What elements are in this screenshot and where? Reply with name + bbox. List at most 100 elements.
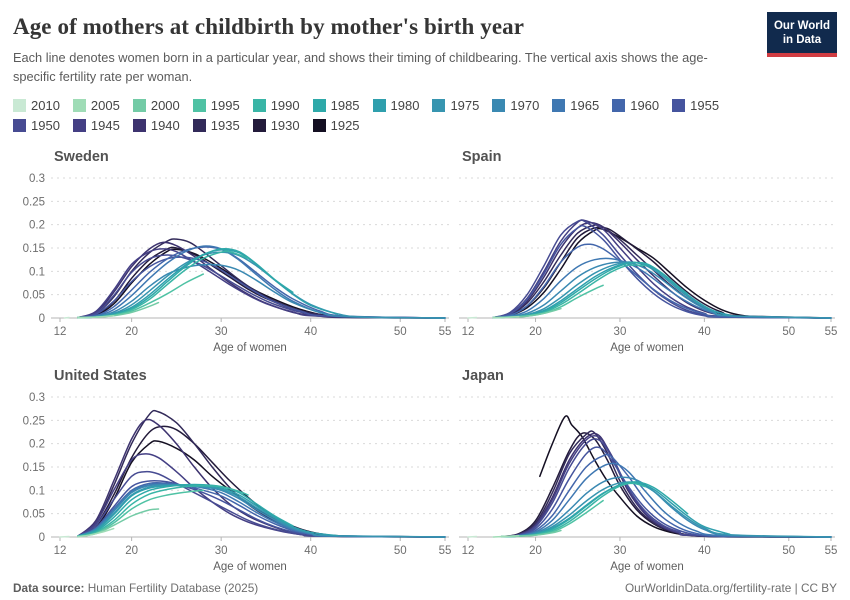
legend-year-label: 1965 xyxy=(570,97,600,113)
panel-title-united-states: United States xyxy=(54,367,147,384)
owid-logo-line2: in Data xyxy=(782,34,822,47)
x-tick-label: 12 xyxy=(54,326,67,338)
data-source-label: Data source: xyxy=(13,580,85,595)
chart-subtitle: Each line denotes women born in a partic… xyxy=(13,50,708,84)
x-tick-label: 55 xyxy=(439,326,451,338)
panel-spain: Spain 12 20 30 40 50 55 Age of women xyxy=(451,143,837,358)
series-spain-1955 xyxy=(492,224,832,319)
legend-year-label: 1925 xyxy=(330,117,360,133)
footer-separator: | xyxy=(791,580,801,595)
x-tick-label: 12 xyxy=(54,545,67,557)
y-tick-label: 0.2 xyxy=(29,219,45,231)
series-japan-2010 xyxy=(467,535,478,538)
legend-swatch xyxy=(252,98,266,112)
x-tick-label: 20 xyxy=(125,545,138,557)
attribution: OurWorldinData.org/fertility-rate | CC B… xyxy=(625,581,837,595)
legend-year-label: 1955 xyxy=(690,97,720,113)
x-tick-label: 40 xyxy=(698,326,711,338)
series-united-states-1950 xyxy=(77,470,446,538)
series-sweden-2005 xyxy=(77,314,115,318)
legend-swatch xyxy=(132,98,146,112)
x-tick-label: 40 xyxy=(304,326,317,338)
y-tick-label: 0.3 xyxy=(29,392,45,404)
owid-logo: Our World in Data xyxy=(766,12,837,57)
y-tick-label: 0 xyxy=(39,532,45,544)
legend-item-1990: 1990 xyxy=(252,98,300,112)
owid-url-link[interactable]: OurWorldinData.org/fertility-rate xyxy=(625,580,792,595)
y-tick-label: 0.1 xyxy=(29,485,45,497)
chart-header: Age of mothers at childbirth by mother's… xyxy=(13,12,837,86)
license-label: CC BY xyxy=(800,580,837,595)
legend-item-1935: 1935 xyxy=(192,117,240,133)
chart-sweden: 0 0.05 0.1 0.15 0.2 0.25 0.3 12 20 30 40 50 55 Age of… xyxy=(23,173,451,354)
x-axis: 12 20 30 40 50 55 xyxy=(462,317,837,338)
legend-year-label: 1950 xyxy=(31,117,60,133)
panel-japan: Japan 12 20 30 40 50 55 Age of women xyxy=(451,362,837,577)
series-spain-2005 xyxy=(492,315,520,319)
x-axis: 12 20 30 40 50 55 xyxy=(54,536,451,557)
legend-item-1940: 1940 xyxy=(132,118,180,132)
chart-united-states: 0 0.05 0.1 0.15 0.2 0.25 0.3 12 20 30 40 50 55 Age of… xyxy=(23,392,451,573)
legend-swatch xyxy=(252,118,266,132)
legend-item-1930: 1930 xyxy=(252,117,300,133)
panel-sweden: Sweden 0 0.05 0.1 0.15 0.2 0.25 0.3 12 20 30 40 50 55… xyxy=(13,143,451,358)
x-tick-label: 12 xyxy=(462,326,475,338)
x-tick-label: 50 xyxy=(782,545,795,557)
legend-swatch xyxy=(13,118,26,132)
gridlines xyxy=(459,177,835,319)
gridlines xyxy=(51,396,449,538)
legend-item-1980: 1980 xyxy=(372,97,420,113)
legend-item-2000: 2000 xyxy=(132,97,180,113)
legend-year-label: 1935 xyxy=(210,117,240,133)
legend-swatch xyxy=(552,98,566,112)
series-united-states-1930 xyxy=(77,425,446,538)
x-tick-label: 12 xyxy=(462,545,475,557)
x-tick-label: 20 xyxy=(125,326,138,338)
series-japan-1960 xyxy=(501,453,832,538)
y-tick-label: 0.25 xyxy=(23,196,45,208)
y-tick-label: 0.2 xyxy=(29,438,45,450)
legend-item-1970: 1970 xyxy=(492,98,539,112)
legend-swatch xyxy=(13,98,26,112)
legend-year-label: 2000 xyxy=(150,97,180,113)
series-spain-1950 xyxy=(492,219,832,319)
series-united-states-1975 xyxy=(77,484,446,538)
owid-logo-line1: Our World xyxy=(773,20,830,32)
legend-swatch xyxy=(672,98,686,112)
legend-item-1995: 1995 xyxy=(192,98,240,112)
legend-year-label: 1930 xyxy=(270,117,300,133)
x-tick-label: 50 xyxy=(394,545,407,557)
series-lines xyxy=(59,409,446,538)
legend-year-label: 1980 xyxy=(390,97,420,113)
y-tick-label: 0 xyxy=(39,313,45,325)
legend-item-1975: 1975 xyxy=(432,98,479,112)
page-title: Age of mothers at childbirth by mother's… xyxy=(13,14,525,39)
x-tick-label: 30 xyxy=(614,326,627,338)
legend-swatch xyxy=(192,118,206,132)
panel-united-states: United States 0 0.05 0.1 0.15 0.2 0.25 0.3 12 20 3… xyxy=(13,362,451,577)
series-sweden-2010 xyxy=(63,316,70,319)
series-united-states-1940 xyxy=(77,418,446,538)
legend: 2010 2005 2000 1995 1990 1985 1980 1975 1970 1965… xyxy=(13,97,785,139)
series-united-states-1990 xyxy=(77,484,249,537)
series-lines xyxy=(467,218,832,319)
legend-year-label: 2005 xyxy=(90,97,120,113)
legend-swatch xyxy=(312,118,326,132)
y-tick-label: 0.15 xyxy=(23,243,45,255)
series-japan-1970 xyxy=(501,476,832,538)
series-sweden-1960 xyxy=(77,246,446,319)
y-tick-label: 0.3 xyxy=(29,173,45,185)
legend-swatch xyxy=(372,98,386,112)
y-tick-label: 0.05 xyxy=(23,289,45,301)
x-tick-label: 30 xyxy=(614,545,627,557)
series-sweden-1950 xyxy=(77,253,446,319)
series-japan-1955 xyxy=(501,446,832,538)
series-united-states-2005 xyxy=(77,527,115,537)
gridlines xyxy=(51,177,449,319)
legend-swatch xyxy=(72,118,86,132)
header-text: Age of mothers at childbirth by mother's… xyxy=(13,12,723,86)
legend-item-1960: 1960 xyxy=(612,98,659,112)
legend-item-1925: 1925 xyxy=(312,117,360,133)
x-axis-title: Age of women xyxy=(610,561,684,573)
legend-year-label: 1985 xyxy=(330,97,360,113)
